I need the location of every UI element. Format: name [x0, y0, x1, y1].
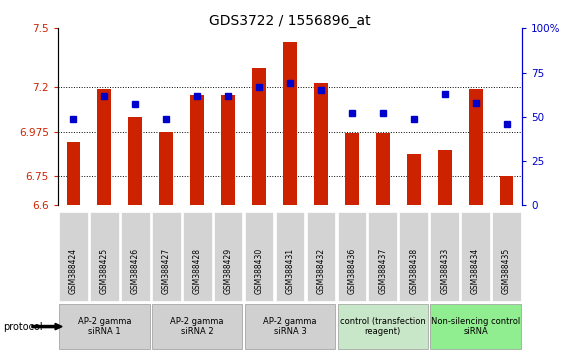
Text: GSM388427: GSM388427 — [162, 248, 171, 294]
Bar — [128, 117, 142, 205]
Text: GSM388426: GSM388426 — [131, 248, 140, 294]
Bar — [190, 95, 204, 205]
Bar — [67, 142, 81, 205]
Text: GSM388434: GSM388434 — [471, 247, 480, 294]
Text: GSM388430: GSM388430 — [255, 247, 263, 294]
Text: GSM388435: GSM388435 — [502, 247, 511, 294]
Bar — [252, 68, 266, 205]
Text: GSM388428: GSM388428 — [193, 248, 202, 294]
Text: AP-2 gamma
siRNA 3: AP-2 gamma siRNA 3 — [263, 317, 317, 336]
Text: GSM388438: GSM388438 — [409, 248, 418, 294]
Text: GSM388425: GSM388425 — [100, 248, 109, 294]
Text: protocol: protocol — [3, 321, 42, 332]
Text: GSM388433: GSM388433 — [440, 247, 449, 294]
Bar — [438, 150, 452, 205]
Bar — [283, 42, 297, 205]
Text: GSM388432: GSM388432 — [317, 248, 325, 294]
Bar — [376, 132, 390, 205]
Text: GSM388429: GSM388429 — [224, 248, 233, 294]
Text: GSM388431: GSM388431 — [285, 248, 295, 294]
Bar — [407, 154, 420, 205]
Bar — [469, 89, 483, 205]
Bar — [314, 84, 328, 205]
Text: GSM388424: GSM388424 — [69, 248, 78, 294]
Bar — [160, 132, 173, 205]
Text: AP-2 gamma
siRNA 1: AP-2 gamma siRNA 1 — [78, 317, 131, 336]
Text: AP-2 gamma
siRNA 2: AP-2 gamma siRNA 2 — [171, 317, 224, 336]
Text: GSM388437: GSM388437 — [378, 247, 387, 294]
Bar — [97, 89, 111, 205]
Bar — [345, 132, 359, 205]
Bar — [499, 176, 513, 205]
Text: control (transfection
reagent): control (transfection reagent) — [340, 317, 426, 336]
Bar — [221, 95, 235, 205]
Text: Non-silencing control
siRNA: Non-silencing control siRNA — [431, 317, 520, 336]
Text: GSM388436: GSM388436 — [347, 247, 356, 294]
Text: GDS3722 / 1556896_at: GDS3722 / 1556896_at — [209, 14, 371, 28]
